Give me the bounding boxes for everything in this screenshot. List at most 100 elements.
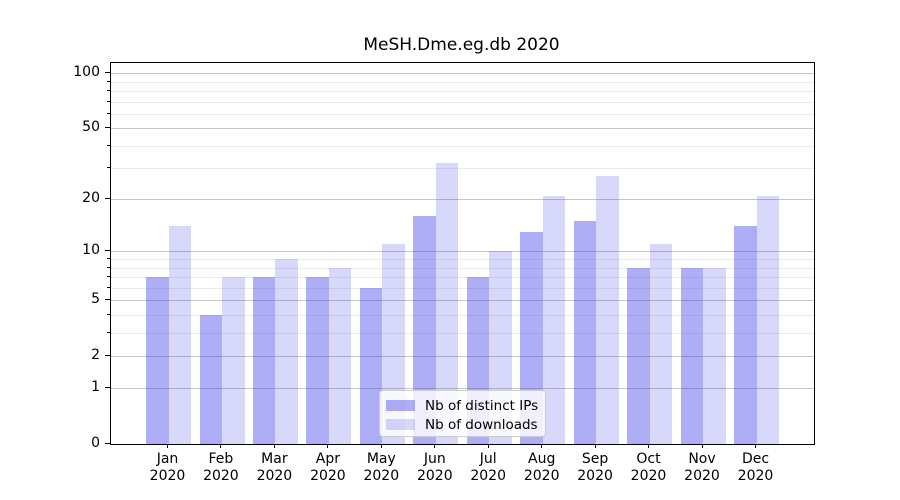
bar-distinct-ips-may (359, 287, 383, 444)
gridline-minor-7 (111, 276, 814, 278)
y-label-2: 2 (91, 346, 100, 363)
x-label-year-may: 2020 (363, 468, 400, 484)
x-label-month-feb: Feb (208, 451, 234, 467)
gridline-major-1 (111, 388, 814, 390)
y-minor-tick-30 (107, 167, 110, 169)
legend-entry-downloads: Nb of downloads (386, 416, 545, 433)
y-tick-20 (105, 198, 110, 200)
x-label-month-sep: Sep (581, 451, 609, 467)
gridline-major-5 (111, 300, 814, 301)
x-label-year-nov: 2020 (684, 468, 720, 484)
x-label-month-dec: Dec (741, 451, 770, 467)
legend-swatch-distinct-ips (386, 400, 415, 411)
x-label-year-aug: 2020 (523, 468, 560, 484)
bar-distinct-ips-dec (734, 226, 757, 444)
x-tick-feb (220, 444, 222, 448)
y-label-50: 50 (82, 119, 100, 136)
gridline-minor-9 (111, 259, 814, 260)
y-minor-tick-60 (107, 112, 110, 114)
chart-title: MeSH.Dme.eg.db 2020 (363, 35, 560, 55)
legend-label-downloads: Nb of downloads (425, 416, 538, 433)
y-minor-tick-9 (107, 258, 110, 259)
bar-downloads-sep (596, 176, 619, 444)
x-tick-jun (434, 444, 436, 448)
x-label-aug: Aug 2020 (510, 451, 574, 485)
x-label-year-oct: 2020 (630, 468, 667, 484)
y-label-20: 20 (82, 190, 100, 207)
bar-downloads-nov (703, 267, 726, 444)
gridline-minor-80 (111, 90, 814, 92)
legend: Nb of distinct IPs Nb of downloads (379, 390, 546, 437)
y-minor-tick-7 (107, 275, 110, 277)
x-tick-jul (487, 444, 489, 448)
y-tick-5 (105, 299, 110, 300)
y-minor-tick-90 (107, 80, 110, 82)
x-tick-aug (541, 444, 543, 448)
y-label-100: 100 (73, 64, 100, 81)
y-tick-50 (105, 127, 110, 129)
x-label-may: May 2020 (349, 451, 413, 485)
bar-distinct-ips-jun (413, 216, 436, 444)
legend-label-distinct-ips: Nb of distinct IPs (425, 397, 539, 414)
bar-distinct-ips-apr (306, 276, 329, 444)
x-label-jul: Jul 2020 (456, 451, 520, 485)
bar-downloads-oct (649, 244, 672, 444)
x-label-year-mar: 2020 (256, 468, 293, 484)
y-label-5: 5 (91, 291, 100, 307)
gridline-minor-70 (111, 101, 814, 103)
gridline-major-50 (111, 128, 814, 130)
bar-downloads-feb (222, 276, 245, 444)
x-tick-may (380, 444, 382, 448)
bar-distinct-ips-mar (252, 276, 276, 444)
x-label-month-may: May (366, 451, 396, 467)
gridline-minor-8 (111, 267, 814, 269)
x-label-nov: Nov 2020 (670, 451, 734, 485)
gridline-minor-6 (111, 287, 814, 289)
x-label-mar: Mar 2020 (242, 451, 306, 485)
y-tick-10 (105, 250, 110, 252)
gridline-major-10 (111, 251, 814, 253)
x-label-jan: Jan 2020 (136, 451, 200, 485)
x-tick-jan (167, 444, 168, 448)
x-label-month-apr: Apr (315, 451, 340, 467)
bar-downloads-dec (756, 195, 779, 444)
x-tick-mar (273, 444, 275, 448)
gridline-major-100 (111, 73, 814, 75)
y-minor-tick-8 (107, 266, 110, 268)
gridline-major-2 (111, 355, 814, 357)
x-label-year-apr: 2020 (310, 468, 346, 484)
gridline-minor-60 (111, 113, 814, 115)
x-label-month-oct: Oct (636, 451, 661, 467)
x-label-sep: Sep 2020 (563, 451, 627, 485)
x-label-apr: Apr 2020 (296, 451, 360, 485)
x-label-year-jul: 2020 (470, 468, 506, 484)
x-label-month-nov: Nov (688, 451, 716, 467)
gridline-minor-90 (111, 81, 814, 83)
y-label-10: 10 (82, 242, 100, 259)
y-minor-tick-4 (107, 313, 110, 315)
gridline-major-20 (111, 199, 814, 201)
x-label-jun: Jun 2020 (403, 451, 467, 485)
x-label-year-sep: 2020 (577, 468, 613, 484)
x-label-year-feb: 2020 (203, 468, 239, 484)
y-minor-tick-6 (107, 286, 110, 288)
x-label-month-jun: Jun (423, 451, 446, 467)
bar-distinct-ips-feb (199, 314, 222, 444)
y-minor-tick-3 (107, 331, 110, 333)
y-minor-tick-70 (107, 100, 110, 102)
x-label-year-jan: 2020 (149, 468, 186, 484)
x-label-year-dec: 2020 (737, 468, 774, 484)
y-tick-0 (105, 443, 110, 444)
y-minor-tick-40 (107, 144, 110, 146)
bar-downloads-apr (328, 267, 352, 444)
x-label-month-jan: Jan (156, 451, 179, 467)
x-label-year-jun: 2020 (416, 468, 453, 484)
bar-downloads-aug (542, 195, 566, 444)
x-label-month-mar: Mar (261, 451, 288, 467)
legend-entry-distinct-ips: Nb of distinct IPs (386, 397, 545, 414)
x-label-oct: Oct 2020 (617, 451, 681, 485)
y-tick-100 (105, 72, 110, 74)
bar-distinct-ips-nov (680, 267, 703, 444)
y-label-1: 1 (91, 379, 100, 396)
